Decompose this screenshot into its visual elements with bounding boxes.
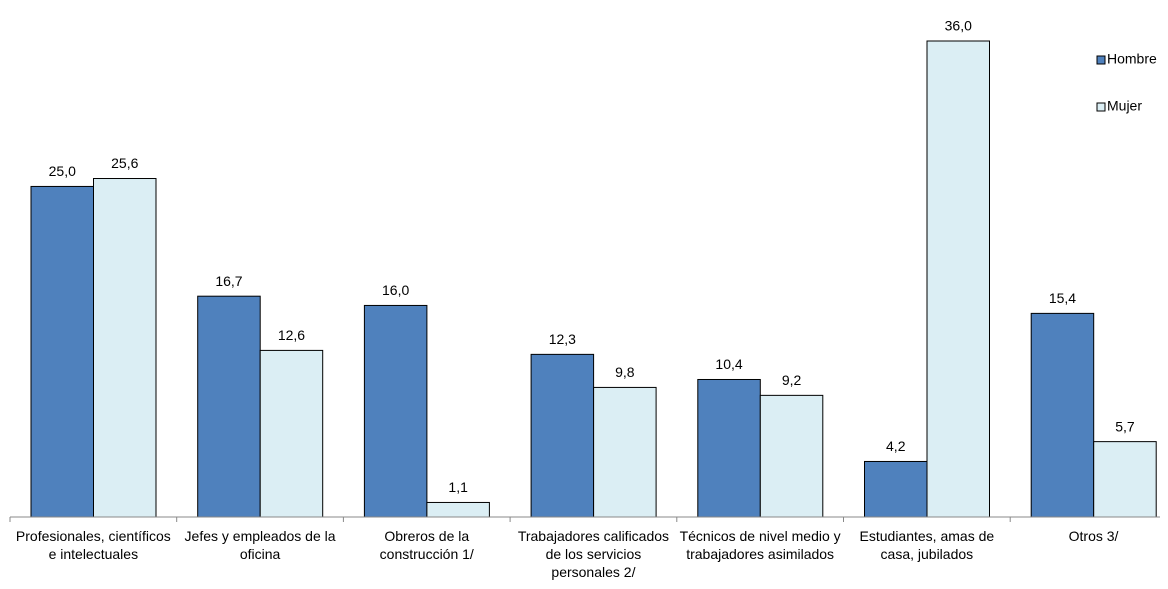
bar xyxy=(30,185,94,518)
data-label: 15,4 xyxy=(1049,290,1076,306)
bar xyxy=(759,394,824,518)
data-label: 25,0 xyxy=(49,163,76,179)
bar xyxy=(259,349,324,518)
data-label: 36,0 xyxy=(945,18,972,34)
bar xyxy=(530,353,595,518)
legend-swatch xyxy=(1096,102,1106,112)
bar xyxy=(1093,441,1157,518)
data-label: 5,7 xyxy=(1115,418,1135,434)
data-label: 25,6 xyxy=(111,155,138,171)
data-label: 4,2 xyxy=(886,438,906,454)
bar xyxy=(593,386,657,518)
x-tick-label: Jefes y empleados de la oficina xyxy=(184,528,336,562)
x-tick-label: Estudiantes, amas de casa, jubilados xyxy=(859,528,995,562)
bar xyxy=(93,178,157,518)
bar xyxy=(426,501,490,518)
data-label: 1,1 xyxy=(448,479,468,495)
x-tick-label: Profesionales, científicos e intelectual… xyxy=(15,528,171,562)
bar xyxy=(697,378,761,518)
data-label: 16,0 xyxy=(382,282,409,298)
bar xyxy=(1030,312,1095,518)
x-tick-label: Trabajadores calificados de los servicio… xyxy=(517,528,670,580)
bar xyxy=(864,460,928,518)
data-label: 10,4 xyxy=(715,356,742,372)
data-label: 12,6 xyxy=(278,327,305,343)
data-label: 9,8 xyxy=(615,364,635,380)
x-tick-label: Otros 3/ xyxy=(1068,528,1119,544)
bar xyxy=(363,304,428,518)
data-label: 16,7 xyxy=(215,273,242,289)
legend-label: Hombre xyxy=(1107,51,1157,67)
bar xyxy=(197,295,261,518)
legend-label: Mujer xyxy=(1107,98,1142,114)
data-label: 12,3 xyxy=(549,331,576,347)
data-label: 9,2 xyxy=(782,372,802,388)
x-tick-label: Técnicos de nivel medio y trabajadores a… xyxy=(679,528,841,562)
x-tick-label: Obreros de la construcción 1/ xyxy=(379,528,474,562)
bar xyxy=(926,40,990,518)
legend-swatch xyxy=(1096,55,1106,65)
